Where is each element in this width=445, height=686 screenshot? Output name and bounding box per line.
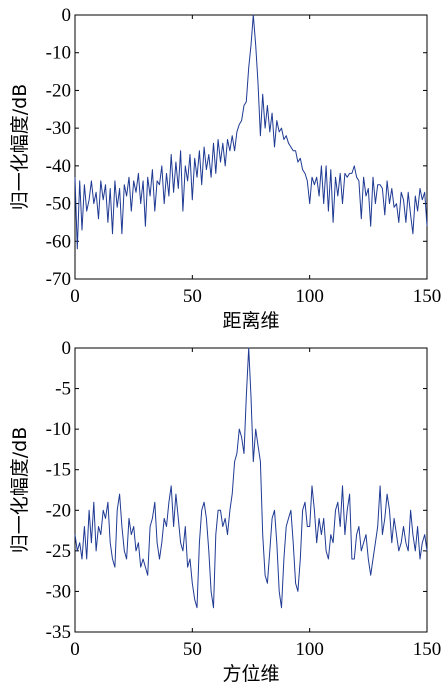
y-tick-label: -10 [46,419,71,440]
x-tick-label: 0 [70,286,80,307]
y-tick-label: -20 [46,80,71,101]
series-line-1 [74,14,428,250]
plot-frame [74,347,428,633]
y-tick-label: 0 [62,5,72,26]
y-tick-label: -60 [46,231,71,252]
y-axis-label: 归一化幅度/dB [9,427,31,554]
y-axis-label: 归一化幅度/dB [9,84,31,211]
x-tick-label: 50 [183,286,202,307]
y-tick-label: -30 [46,118,71,139]
x-axis-label: 距离维 [222,310,279,332]
plot-frame [74,14,428,280]
x-axis-label: 方位维 [222,663,279,685]
y-tick-label: -30 [46,581,71,602]
x-tick-label: 50 [183,639,202,660]
y-tick-label: -70 [46,269,71,290]
y-tick-label: -5 [55,379,71,400]
series-line-1 [74,347,428,609]
y-tick-label: -10 [46,43,71,64]
x-tick-label: 150 [413,286,442,307]
x-tick-label: 150 [413,639,442,660]
y-tick-label: -25 [46,541,71,562]
azimuth-profile-chart: 0 50 100 150 0 -5 -10 -15 -20 -25 -30 -35 方位维 归一化幅度/d… [9,338,441,685]
y-tick-label: -35 [46,622,71,643]
x-tick-label: 0 [70,639,80,660]
x-tick-label: 100 [295,286,324,307]
y-tick-label: -20 [46,500,71,521]
y-tick-label: 0 [62,338,72,359]
y-tick-label: -40 [46,156,71,177]
x-tick-label: 100 [295,639,324,660]
y-tick-label: -50 [46,194,71,215]
range-profile-chart: 0 50 100 150 0 -10 -20 -30 -40 -50 -60 -70 距离维 归一化幅度/… [9,5,441,332]
y-tick-label: -15 [46,460,71,481]
